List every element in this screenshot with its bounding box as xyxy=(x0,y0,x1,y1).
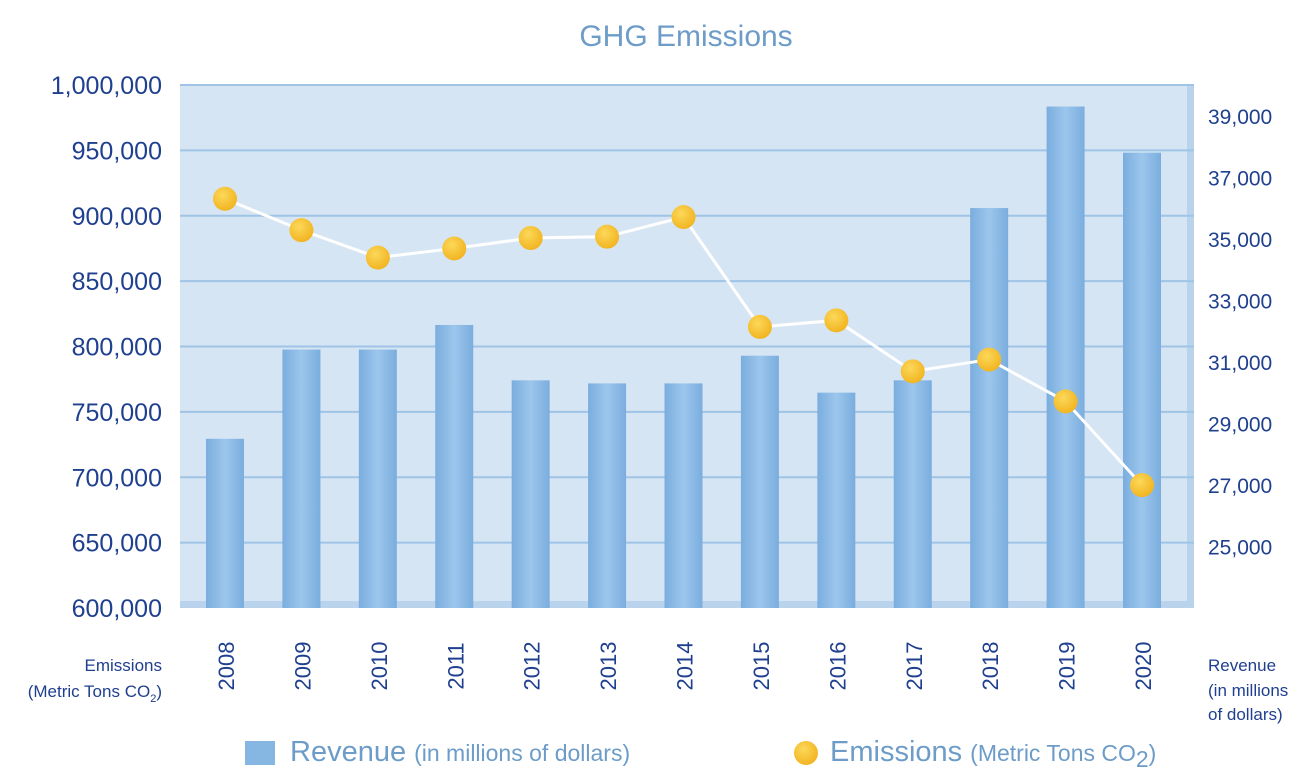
right-axis-label-line2: (in millions xyxy=(1208,681,1288,700)
x-axis-ticks: 2008 2009 2010 2011 2012 2013 2014 2015 2016 2017… xyxy=(214,642,1156,691)
chart-title: GHG Emissions xyxy=(579,20,792,53)
emissions-point-2015 xyxy=(747,314,772,339)
x-tick-label: 2013 xyxy=(596,642,621,691)
legend-emissions-label: Emissions (Metric Tons CO2) xyxy=(830,736,1156,772)
x-tick-label: 2019 xyxy=(1055,642,1080,691)
revenue-bar-2020 xyxy=(1123,152,1161,608)
revenue-bar-2014 xyxy=(664,383,703,608)
left-tick-label: 850,000 xyxy=(72,268,162,296)
right-tick-label: 25,000 xyxy=(1208,536,1272,559)
left-tick-label: 750,000 xyxy=(72,399,162,427)
left-tick-label: 650,000 xyxy=(72,530,162,558)
revenue-bar-2012 xyxy=(511,380,550,608)
revenue-bar-2016 xyxy=(817,392,856,608)
revenue-bar-2018 xyxy=(970,208,1009,608)
left-axis-label-line2: (Metric Tons CO2) xyxy=(28,682,162,705)
x-tick-label: 2009 xyxy=(290,642,315,691)
right-tick-label: 39,000 xyxy=(1208,106,1272,129)
x-tick-label: 2011 xyxy=(443,642,468,689)
revenue-bar-2013 xyxy=(588,383,627,608)
legend: Revenue (in millions of dollars) Emission… xyxy=(245,736,1156,772)
left-tick-label: 700,000 xyxy=(72,464,162,492)
left-tick-label: 800,000 xyxy=(72,334,162,362)
x-tick-label: 2012 xyxy=(520,642,545,691)
right-axis-label-line3: of dollars) xyxy=(1208,705,1283,724)
legend-emissions-dot xyxy=(794,741,818,765)
x-tick-label: 2017 xyxy=(902,642,927,691)
right-tick-label: 27,000 xyxy=(1208,475,1272,498)
emissions-dots xyxy=(213,186,1154,498)
revenue-bar-2017 xyxy=(893,380,932,608)
x-tick-label: 2010 xyxy=(367,642,392,691)
emissions-point-2016 xyxy=(824,308,849,333)
emissions-point-2011 xyxy=(442,236,467,261)
emissions-point-2014 xyxy=(671,205,696,230)
revenue-bar-2015 xyxy=(740,355,779,608)
left-tick-label: 1,000,000 xyxy=(51,72,162,100)
left-tick-label: 900,000 xyxy=(72,203,162,231)
right-axis-ticks: 25,000 27,000 29,000 31,000 33,000 35,000 37,0… xyxy=(1208,106,1272,560)
right-tick-label: 37,000 xyxy=(1208,167,1272,190)
emissions-point-2018 xyxy=(977,347,1002,372)
legend-revenue-label: Revenue (in millions of dollars) xyxy=(290,736,630,768)
right-axis-label-line1: Revenue xyxy=(1208,656,1276,675)
left-axis-ticks: 600,000 650,000 700,000 750,000 800,000 850,0… xyxy=(51,72,162,623)
emissions-point-2008 xyxy=(213,186,237,211)
right-tick-label: 33,000 xyxy=(1208,290,1272,313)
x-tick-label: 2008 xyxy=(214,642,239,691)
right-tick-label: 35,000 xyxy=(1208,229,1272,252)
revenue-bars xyxy=(206,106,1161,609)
revenue-bar-2009 xyxy=(282,349,321,608)
emissions-point-2009 xyxy=(289,218,314,243)
emissions-point-2020 xyxy=(1130,473,1154,498)
emissions-point-2019 xyxy=(1053,389,1078,414)
x-tick-label: 2014 xyxy=(673,642,698,691)
left-tick-label: 600,000 xyxy=(72,595,162,623)
revenue-bar-2019 xyxy=(1046,106,1085,609)
revenue-bar-2008 xyxy=(206,438,244,608)
revenue-bar-2010 xyxy=(358,349,397,608)
x-tick-label: 2016 xyxy=(825,642,850,691)
x-tick-label: 2018 xyxy=(978,642,1003,691)
left-axis-label-line1: Emissions xyxy=(85,656,162,675)
emissions-point-2017 xyxy=(900,359,925,384)
x-tick-label: 2015 xyxy=(749,642,774,691)
emissions-point-2012 xyxy=(518,225,543,250)
emissions-point-2013 xyxy=(595,224,620,249)
revenue-bar-2011 xyxy=(435,324,474,608)
right-tick-label: 29,000 xyxy=(1208,413,1272,436)
x-tick-label: 2020 xyxy=(1131,642,1156,691)
legend-revenue-swatch xyxy=(245,741,275,765)
right-tick-label: 31,000 xyxy=(1208,352,1272,375)
emissions-point-2010 xyxy=(365,245,390,270)
left-tick-label: 950,000 xyxy=(72,137,162,165)
